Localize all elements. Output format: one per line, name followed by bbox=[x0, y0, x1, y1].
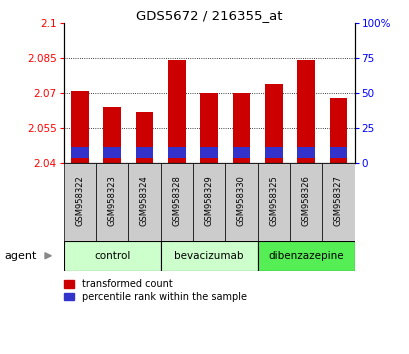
Bar bbox=[297, 60, 314, 163]
Text: GSM958323: GSM958323 bbox=[107, 175, 116, 225]
Text: GSM958327: GSM958327 bbox=[333, 175, 342, 225]
Text: agent: agent bbox=[4, 251, 36, 261]
Bar bbox=[96, 163, 128, 241]
Text: dibenzazepine: dibenzazepine bbox=[267, 251, 343, 261]
Text: GSM958328: GSM958328 bbox=[172, 175, 181, 225]
Bar bbox=[63, 241, 160, 271]
Text: bevacizumab: bevacizumab bbox=[174, 251, 243, 261]
Bar bbox=[71, 147, 88, 158]
Text: GSM958325: GSM958325 bbox=[269, 175, 278, 225]
Bar bbox=[232, 93, 250, 163]
Bar bbox=[225, 163, 257, 241]
Bar bbox=[103, 147, 121, 158]
Bar bbox=[167, 60, 185, 163]
Text: GSM958329: GSM958329 bbox=[204, 175, 213, 225]
Bar bbox=[71, 91, 88, 163]
Legend: transformed count, percentile rank within the sample: transformed count, percentile rank withi… bbox=[64, 279, 246, 302]
Text: GSM958330: GSM958330 bbox=[236, 175, 245, 225]
Text: GSM958322: GSM958322 bbox=[75, 175, 84, 225]
Bar bbox=[193, 163, 225, 241]
Bar bbox=[135, 112, 153, 163]
Bar bbox=[160, 163, 193, 241]
Bar bbox=[257, 163, 289, 241]
Bar bbox=[257, 241, 354, 271]
Bar bbox=[264, 147, 282, 158]
Bar bbox=[321, 163, 354, 241]
Bar bbox=[63, 163, 96, 241]
Bar bbox=[103, 107, 121, 163]
Bar bbox=[160, 241, 257, 271]
Bar bbox=[128, 163, 160, 241]
Text: GSM958326: GSM958326 bbox=[301, 175, 310, 225]
Bar bbox=[135, 147, 153, 158]
Bar bbox=[167, 147, 185, 158]
Bar bbox=[297, 147, 314, 158]
Bar bbox=[232, 147, 250, 158]
Bar bbox=[289, 163, 321, 241]
Text: control: control bbox=[94, 251, 130, 261]
Bar bbox=[329, 98, 346, 163]
Title: GDS5672 / 216355_at: GDS5672 / 216355_at bbox=[135, 9, 282, 22]
Bar bbox=[329, 147, 346, 158]
Bar bbox=[200, 93, 218, 163]
Text: GSM958324: GSM958324 bbox=[139, 175, 148, 225]
Bar bbox=[200, 147, 218, 158]
Bar bbox=[264, 84, 282, 163]
